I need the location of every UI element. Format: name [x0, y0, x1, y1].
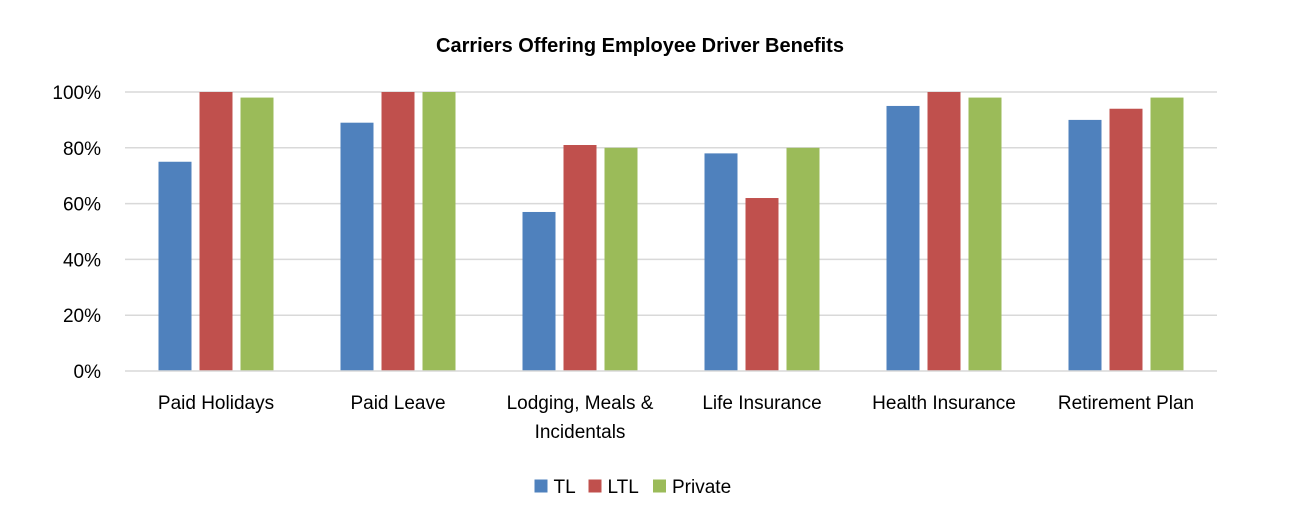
legend-swatch [588, 479, 602, 493]
legend-label: LTL [608, 477, 639, 498]
y-tick-label: 0% [74, 362, 102, 383]
bar-ltl-3 [745, 198, 779, 371]
bar-tl-1 [340, 122, 374, 371]
legend-swatch [534, 479, 548, 493]
y-tick-label: 100% [52, 83, 101, 104]
bar-private-1 [422, 92, 456, 371]
bar-private-0 [240, 97, 274, 371]
legend: TL LTL Private [534, 477, 731, 498]
x-category-label: Life Insurance [702, 393, 821, 414]
gridlines [125, 91, 1217, 316]
legend-swatch [653, 479, 666, 493]
bar-private-2 [604, 147, 638, 371]
bar-ltl-1 [381, 92, 415, 371]
x-category-label: Lodging, Meals & [507, 393, 654, 414]
legend-item-tl: TL [534, 477, 576, 498]
y-tick-label: 40% [63, 250, 101, 271]
y-tick-label: 80% [63, 139, 101, 160]
bar-private-5 [1150, 97, 1184, 371]
bar-ltl-0 [199, 92, 233, 371]
legend-label: TL [554, 477, 576, 498]
x-category-label: Retirement Plan [1058, 393, 1194, 414]
y-tick-label: 20% [63, 306, 101, 327]
y-axis-ticks: 0% 20% 40% 60% 80% 100% [52, 83, 101, 383]
legend-item-ltl: LTL [588, 477, 639, 498]
bar-tl-0 [158, 161, 192, 371]
x-category-label: Incidentals [535, 422, 626, 443]
bar-tl-4 [886, 105, 920, 371]
bars [158, 92, 1184, 372]
bar-ltl-4 [927, 92, 961, 371]
bar-ltl-2 [563, 145, 597, 371]
bar-tl-3 [704, 153, 738, 371]
x-category-label: Paid Holidays [158, 393, 274, 414]
x-category-label: Paid Leave [350, 393, 445, 414]
x-category-label: Health Insurance [872, 393, 1016, 414]
chart-title: Carriers Offering Employee Driver Benefi… [436, 35, 844, 57]
bar-private-4 [968, 97, 1002, 371]
bar-ltl-5 [1109, 108, 1143, 372]
y-tick-label: 60% [63, 195, 101, 216]
bar-tl-5 [1068, 119, 1102, 372]
legend-item-private: Private [653, 477, 731, 498]
x-axis-categories: Paid Holidays Paid Leave Lodging, Meals & I… [158, 393, 1194, 443]
bar-tl-2 [522, 211, 556, 371]
legend-label: Private [672, 477, 731, 498]
bar-private-3 [786, 147, 820, 371]
